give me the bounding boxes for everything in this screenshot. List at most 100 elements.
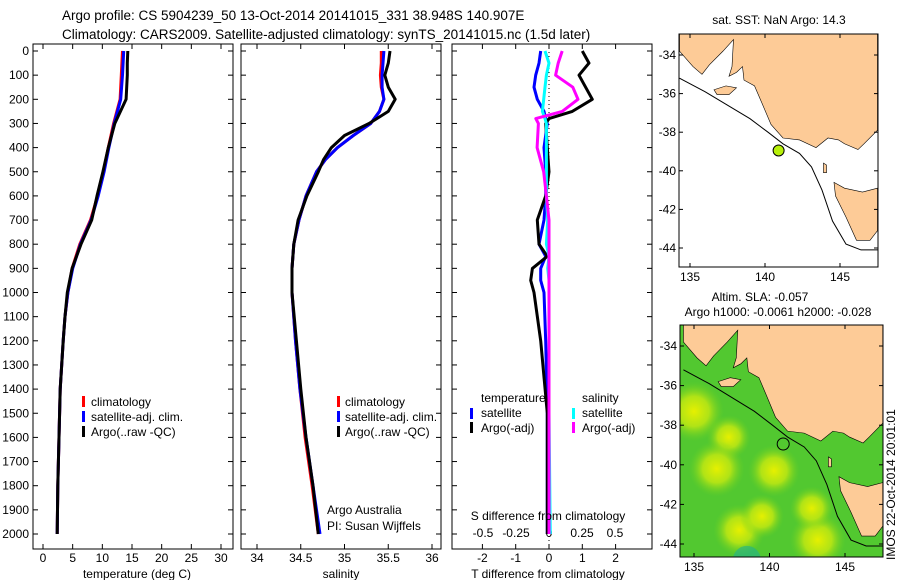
x-tick-label: 2	[612, 551, 619, 565]
legend-label: Argo(..raw -QC)	[91, 425, 176, 439]
land-tasmania	[833, 181, 878, 241]
x-tick-label: 0	[40, 551, 47, 565]
salinity-legend: climatology satellite-adj. clim. Argo(..…	[327, 395, 437, 533]
legend-swatch-t-satellite	[470, 408, 473, 419]
x-tick-label: 35	[338, 551, 352, 565]
argo-position-marker	[772, 144, 785, 157]
x-tick-label: -2	[477, 551, 488, 565]
temperature-panel: 0100200300400500600700800900100011001200…	[2, 43, 234, 565]
x-tick-label: 0	[546, 551, 553, 565]
legend-label: satellite-adj. clim.	[345, 410, 437, 424]
legend-swatch-climatology	[82, 396, 85, 407]
salinity-xlabel: salinity	[323, 567, 360, 580]
y-tick-label: 1600	[2, 430, 29, 444]
x-tick-label: 35.5	[377, 551, 401, 565]
lon-tick-label: 135	[680, 270, 700, 284]
legend-title-temperature: temperature	[481, 391, 546, 405]
argo-australia-label: Argo Australia	[327, 503, 402, 517]
legend-label: Argo(-adj)	[582, 421, 635, 435]
y-tick-label: 400	[9, 141, 29, 155]
land-kangaroo-island	[717, 377, 742, 387]
legend-label: satellite	[582, 406, 623, 420]
lat-tick-label: -44	[659, 241, 677, 255]
series-line-argo-raw-qc-	[290, 50, 397, 535]
x-tick-label: 36	[425, 551, 439, 565]
legend-swatch-satellite	[82, 411, 85, 422]
lat-tick-label: -40	[660, 458, 678, 472]
x-tick-label: 25	[185, 551, 199, 565]
s-x-tick-label: 0.25	[570, 526, 594, 540]
y-tick-label: 200	[9, 92, 29, 106]
x-tick-label: 20	[155, 551, 169, 565]
pi-label: PI: Susan Wijffels	[327, 519, 421, 533]
sla-map: 135 140 145 -34 -36 -38 -40 -42 -44	[660, 324, 884, 574]
x-tick-label: 34.5	[289, 551, 313, 565]
x-tick-label: 5	[69, 551, 76, 565]
y-tick-label: 2000	[2, 527, 29, 541]
lon-tick-label: 140	[759, 560, 779, 574]
y-tick-label: 1100	[3, 310, 29, 324]
legend-title-salinity: salinity	[582, 391, 619, 405]
temperature-xlabel: temperature (deg C)	[83, 567, 191, 580]
x-tick-label: 34	[250, 551, 264, 565]
plot-frame	[451, 43, 653, 550]
x-tick-label: -1	[510, 551, 521, 565]
map-content	[680, 325, 883, 557]
y-tick-label: 900	[9, 261, 29, 275]
sla-low-anomaly	[733, 545, 761, 557]
lat-tick-label: -34	[660, 339, 678, 353]
s-x-tick-label: 0.5	[607, 526, 624, 540]
y-tick-label: 300	[9, 116, 29, 130]
y-tick-label: 1900	[2, 503, 29, 517]
plot-frame	[32, 43, 234, 550]
map-frame	[679, 324, 884, 558]
lat-tick-label: -40	[659, 164, 677, 178]
y-tick-label: 1400	[2, 382, 29, 396]
y-tick-label: 1700	[2, 455, 29, 469]
lat-tick-label: -38	[659, 125, 677, 139]
lat-tick-label: -42	[659, 202, 677, 216]
y-tick-label: 800	[9, 237, 29, 251]
y-tick-label: 700	[9, 213, 29, 227]
lat-tick-label: -44	[660, 537, 678, 551]
legend-swatch-s-argo	[572, 422, 575, 433]
lat-tick-label: -38	[660, 418, 678, 432]
lat-tick-label: -36	[660, 379, 678, 393]
y-tick-label: 1000	[2, 286, 29, 300]
legend-label: climatology	[345, 395, 405, 409]
map-content	[679, 34, 878, 251]
series-line-s-argo-adj-	[534, 50, 580, 534]
legend-swatch-argo	[337, 426, 340, 437]
y-tick-label: 1500	[2, 406, 29, 420]
difference-legend: temperature satellite Argo(-adj) salinit…	[470, 391, 635, 435]
shelf-contour	[679, 77, 878, 251]
sla-high-anomaly	[789, 486, 834, 531]
lon-tick-label: 140	[755, 270, 775, 284]
y-tick-label: 1200	[2, 334, 29, 348]
y-tick-label: 1300	[2, 358, 29, 372]
sla-high-anomaly	[748, 444, 801, 497]
plot-frame	[240, 43, 442, 550]
figure-title-line1: Argo profile: CS 5904239_50 13-Oct-2014 …	[62, 8, 524, 23]
legend-label: satellite-adj. clim.	[91, 410, 183, 424]
sla-high-anomaly	[739, 494, 784, 539]
figure-title-line2: Climatology: CARS2009. Satellite-adjuste…	[62, 27, 590, 42]
x-tick-label: 1	[579, 551, 586, 565]
land-king-island	[828, 456, 832, 468]
legend-swatch-argo	[82, 426, 85, 437]
sst-map-title: sat. SST: NaN Argo: 14.3	[712, 13, 846, 27]
lon-tick-label: 145	[835, 560, 855, 574]
s-x-tick-label: -0.25	[502, 526, 530, 540]
y-tick-label: 500	[9, 165, 29, 179]
x-tick-label: 30	[214, 551, 228, 565]
legend-label: satellite	[481, 406, 522, 420]
land-king-island	[823, 162, 827, 174]
land-mainland	[683, 325, 883, 444]
difference-panel: -2 -1 0 1 2-0.5 -0.25 0 0.25 0.5	[451, 43, 653, 565]
x-tick-label: 15	[125, 551, 139, 565]
legend-label: Argo(..raw -QC)	[345, 425, 430, 439]
s-diff-xlabel: S difference from climatology	[471, 509, 626, 523]
lon-tick-label: 145	[830, 270, 850, 284]
land-tasmania	[838, 476, 883, 537]
